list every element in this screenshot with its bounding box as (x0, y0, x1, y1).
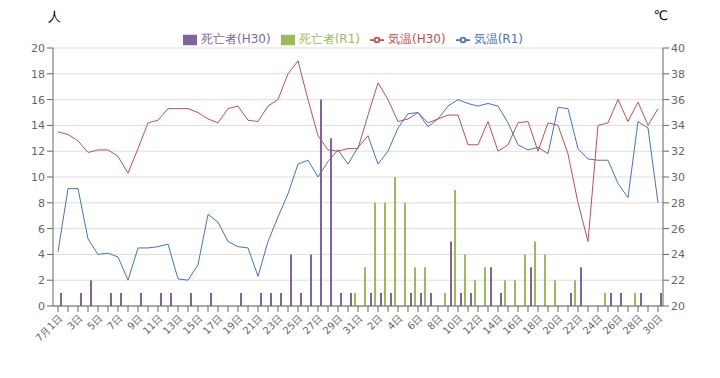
svg-text:4日: 4日 (385, 313, 404, 332)
svg-text:17日: 17日 (201, 313, 225, 337)
svg-text:36: 36 (671, 94, 685, 107)
svg-text:10: 10 (31, 171, 45, 184)
svg-text:7月1日: 7月1日 (34, 313, 65, 344)
svg-text:20: 20 (671, 300, 685, 313)
svg-text:2日: 2日 (365, 313, 384, 332)
svg-text:21日: 21日 (241, 313, 265, 337)
svg-text:8: 8 (38, 197, 45, 210)
svg-text:24: 24 (671, 248, 685, 261)
html-text:人: 人 (48, 9, 61, 24)
svg-text:8日: 8日 (425, 312, 445, 332)
svg-text:22: 22 (671, 274, 685, 287)
svg-text:23日: 23日 (261, 313, 285, 337)
svg-text:32: 32 (671, 145, 685, 158)
svg-text:30: 30 (671, 171, 685, 184)
svg-text:29日: 29日 (321, 313, 345, 337)
svg-text:18日: 18日 (521, 313, 545, 337)
svg-text:6: 6 (38, 223, 45, 236)
svg-text:34: 34 (671, 119, 685, 132)
svg-text:18: 18 (31, 68, 45, 81)
html-text:気温(H30): 気温(H30) (388, 32, 446, 46)
svg-text:5日: 5日 (85, 313, 104, 332)
svg-text:6日: 6日 (405, 313, 424, 332)
svg-text:11日: 11日 (141, 313, 165, 337)
svg-text:2: 2 (38, 274, 45, 287)
html-text:死亡者(H30): 死亡者(H30) (201, 32, 271, 46)
svg-text:28日: 28日 (621, 313, 645, 337)
svg-text:25日: 25日 (281, 313, 305, 337)
svg-text:12日: 12日 (461, 313, 485, 337)
svg-text:16: 16 (31, 94, 45, 107)
svg-text:31日: 31日 (341, 313, 365, 337)
svg-text:20: 20 (31, 42, 45, 55)
svg-text:10日: 10日 (441, 313, 465, 337)
svg-text:26: 26 (671, 223, 685, 236)
svg-text:0: 0 (38, 300, 45, 313)
svg-text:14日: 14日 (481, 313, 505, 337)
svg-text:38: 38 (671, 68, 685, 81)
svg-text:28: 28 (671, 197, 685, 210)
svg-text:40: 40 (671, 42, 685, 55)
svg-text:16日: 16日 (501, 313, 525, 337)
svg-text:19日: 19日 (221, 313, 245, 337)
svg-text:13日: 13日 (161, 313, 185, 337)
svg-text:20日: 20日 (541, 313, 565, 337)
svg-text:22日: 22日 (561, 313, 585, 337)
svg-text:24日: 24日 (581, 313, 605, 337)
svg-text:30日: 30日 (641, 313, 665, 337)
svg-text:9日: 9日 (125, 312, 145, 332)
html-text:死亡者(R1): 死亡者(R1) (298, 32, 360, 46)
html-text:気温(R1): 気温(R1) (473, 32, 523, 46)
svg-text:12: 12 (31, 145, 45, 158)
svg-text:26日: 26日 (601, 313, 625, 337)
svg-text:27日: 27日 (301, 313, 325, 337)
svg-text:7日: 7日 (105, 313, 124, 332)
svg-text:14: 14 (31, 119, 45, 132)
svg-text:4: 4 (38, 248, 45, 261)
svg-text:3日: 3日 (65, 313, 84, 332)
svg-text:15日: 15日 (181, 313, 205, 337)
